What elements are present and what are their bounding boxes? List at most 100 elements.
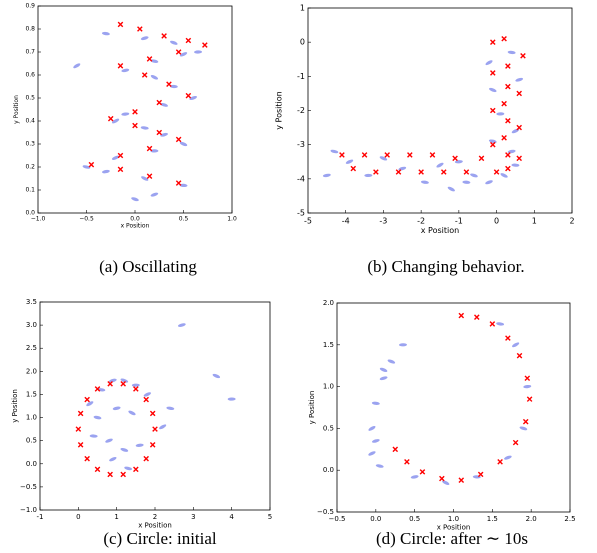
point-marker [516,124,522,131]
point-marker [497,459,503,465]
point-marker [175,180,182,186]
particle [131,197,139,202]
particle [470,173,478,178]
x-tick-label: 2 [569,217,574,226]
point-marker [146,145,153,152]
y-tick-label: 0.7 [25,49,35,56]
x-tick-label: 0.0 [130,216,140,223]
point-marker [149,410,156,417]
point-marker [120,471,126,478]
particle [368,425,376,431]
caption: (b) Changing behavior. [367,257,524,276]
particle [86,401,94,407]
panel: -1 0 1 2 3 4 5 −1.0 −0.5 0.0 0.5 1.0 1.5 2.0 2.5 3.0 3.5… [11,298,272,548]
particle [488,139,497,144]
point-marker [501,100,507,107]
x-tick-label: 0 [76,513,80,521]
point-marker [516,155,522,162]
point-marker [137,26,143,32]
particle [496,322,505,326]
particle [128,410,136,416]
point-marker [458,312,465,319]
point-marker [152,426,158,432]
y-tick-label: −0.5 [20,483,37,491]
y-tick-label: −0.5 [317,508,334,516]
point-marker [350,165,357,172]
x-tick-label: 0.5 [179,216,189,223]
particle [368,451,376,456]
x-axis-label: x Position [437,523,471,531]
point-marker [392,446,399,453]
particle [141,176,149,181]
x-tick-label: 1.5 [487,515,498,523]
point-marker [516,352,523,359]
x-tick-label: -1 [37,513,44,521]
y-axis-label: y Position [275,91,284,129]
particle [101,169,110,174]
caption: (c) Circle: initial [103,529,217,548]
x-tick-label: 1 [532,217,537,226]
point-marker [505,63,511,69]
y-tick-label: 2.5 [26,344,37,352]
point-marker [185,37,192,44]
y-tick-label: 0.8 [25,26,35,33]
point-marker [339,152,345,158]
point-marker [132,109,138,115]
x-axis-label: x Position [138,521,172,529]
point-marker [175,49,182,55]
particle [160,132,168,137]
particle [227,397,236,401]
x-tick-label: -2 [417,217,425,226]
y-tick-label: 0.5 [25,95,35,102]
particle [442,480,450,486]
particle [399,343,408,347]
particle [121,112,130,116]
point-marker [505,152,511,158]
particle [150,192,159,197]
particle [523,384,532,389]
particle [109,456,117,462]
point-marker [94,466,101,473]
y-tick-label: 0.0 [25,210,35,217]
particle [345,159,354,164]
point-marker [94,386,101,392]
point-marker [361,152,368,158]
particle [496,112,505,116]
particle [436,162,444,168]
particle [454,160,463,164]
particle [364,173,373,178]
point-marker [522,418,529,425]
x-tick-label: 5 [268,513,272,521]
particle [140,36,149,41]
particle [150,59,159,63]
particle [179,52,188,57]
point-marker [419,469,426,475]
point-marker [132,122,138,129]
particle [462,180,471,184]
particle [194,50,203,54]
point-marker [474,314,480,321]
point-marker [505,117,511,124]
x-tick-label: 2 [153,513,157,521]
particle [105,438,113,443]
particle [447,186,455,192]
point-marker [526,396,533,402]
x-tick-label: 1.0 [227,216,237,223]
x-tick-label: -5 [304,217,312,226]
point-marker [77,410,84,417]
particle [108,378,117,383]
y-tick-label: -3 [297,140,305,149]
y-tick-label: 1.5 [26,390,37,398]
point-marker [512,439,519,446]
y-tick-label: 2.0 [323,299,334,307]
point-marker [490,141,496,148]
y-tick-label: -2 [297,106,305,115]
y-axis-label: y Position [308,391,316,425]
point-marker [505,83,511,90]
point-marker [505,335,511,341]
y-tick-label: 0.5 [26,437,37,445]
panel: −0.5 0.0 0.5 1.0 1.5 2.0 2.5 −0.5 0.0 0.5 1.0 1.5 2.… [308,299,576,548]
particle [112,406,121,411]
particle [159,424,167,430]
x-tick-label: 0 [494,217,499,226]
